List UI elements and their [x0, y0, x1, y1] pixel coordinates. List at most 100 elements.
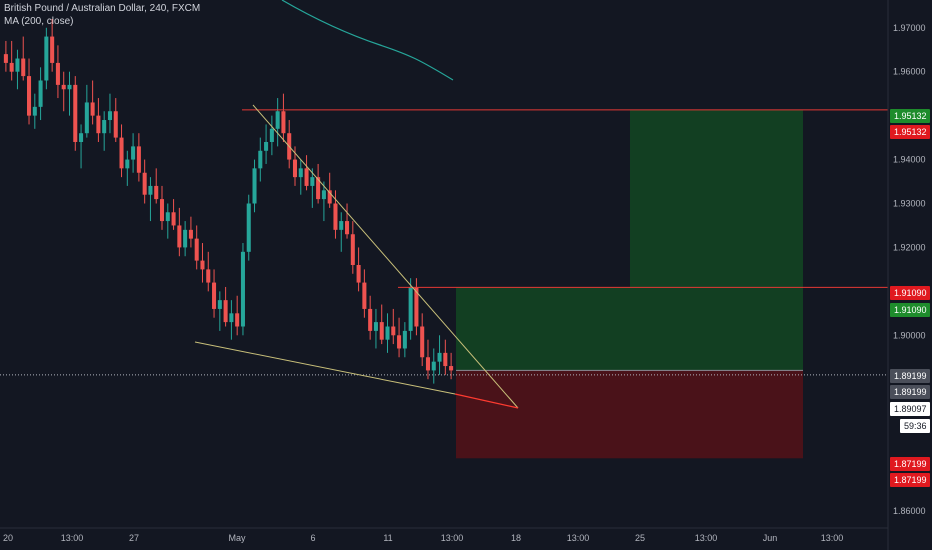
candle-body[interactable]: [177, 225, 182, 248]
profit-zone-extended[interactable]: [630, 109, 803, 288]
price-tick-label: 1.94000: [893, 155, 926, 165]
candle-body[interactable]: [119, 137, 124, 169]
candle-body[interactable]: [373, 322, 378, 331]
candle-body[interactable]: [44, 36, 49, 81]
candle-body[interactable]: [298, 168, 303, 178]
candle-body[interactable]: [414, 286, 419, 327]
candle-body[interactable]: [26, 76, 32, 116]
time-tick-label: 13:00: [821, 533, 844, 543]
candle-body[interactable]: [113, 111, 118, 138]
candle-body[interactable]: [38, 80, 43, 107]
price-badge: [890, 385, 930, 399]
loss-zone[interactable]: [456, 370, 803, 459]
candle-body[interactable]: [183, 229, 188, 248]
candle-body[interactable]: [402, 330, 407, 349]
candle-body[interactable]: [379, 322, 384, 340]
candle-body[interactable]: [125, 159, 130, 169]
candle-body[interactable]: [3, 54, 8, 63]
candle-body[interactable]: [9, 62, 14, 72]
candle-body[interactable]: [252, 168, 257, 204]
indicator-label[interactable]: MA (200, close): [4, 16, 74, 27]
candle-body[interactable]: [159, 199, 165, 222]
candle-body[interactable]: [310, 177, 315, 186]
candle-body[interactable]: [131, 146, 136, 160]
candle-body[interactable]: [79, 133, 84, 142]
time-tick-label: 18: [511, 533, 521, 543]
candle-body[interactable]: [90, 102, 95, 116]
candle-body[interactable]: [50, 36, 55, 63]
candle-body[interactable]: [397, 335, 402, 349]
candle-body[interactable]: [304, 168, 309, 186]
candle-body[interactable]: [281, 111, 286, 134]
price-badge-label: 1.95132: [894, 127, 927, 137]
descending-trendline[interactable]: [252, 104, 519, 409]
position-zones[interactable]: [456, 109, 803, 459]
candle-body[interactable]: [154, 185, 159, 200]
candle-body[interactable]: [368, 308, 373, 331]
candle-body[interactable]: [73, 84, 78, 142]
candles[interactable]: [3, 18, 454, 384]
candle-body[interactable]: [171, 212, 176, 226]
candle-body[interactable]: [67, 84, 72, 90]
candle-body[interactable]: [345, 221, 350, 235]
candle-body[interactable]: [258, 150, 263, 169]
candle-body[interactable]: [246, 203, 251, 252]
time-axis[interactable]: 20 13:00 27 May 6 11 13:00 18 13:00 25 13:00 Jun 13:…: [0, 527, 888, 543]
candle-body[interactable]: [223, 300, 228, 323]
candle-body[interactable]: [264, 141, 269, 151]
candle-body[interactable]: [136, 146, 141, 173]
candle-body[interactable]: [408, 286, 413, 331]
profit-zone[interactable]: [456, 287, 803, 371]
candle-body[interactable]: [61, 84, 66, 90]
candle-body[interactable]: [275, 111, 280, 129]
candle-body[interactable]: [240, 251, 245, 327]
time-tick-label: 27: [129, 533, 139, 543]
candle-body[interactable]: [142, 172, 147, 195]
drawing-lines[interactable]: [0, 104, 888, 409]
candle-body[interactable]: [362, 282, 367, 309]
candle-body[interactable]: [385, 326, 390, 340]
candle-body[interactable]: [148, 185, 153, 195]
candle-body[interactable]: [356, 265, 361, 283]
time-tick-label: 11: [383, 533, 392, 543]
candle-body[interactable]: [425, 357, 431, 371]
candle-body[interactable]: [107, 111, 112, 121]
candle-body[interactable]: [194, 238, 199, 261]
price-badge: [890, 457, 930, 471]
projection-line[interactable]: [454, 393, 519, 409]
candle-body[interactable]: [443, 352, 448, 367]
candle-body[interactable]: [292, 159, 298, 178]
candle-body[interactable]: [316, 177, 321, 200]
candle-body[interactable]: [15, 58, 20, 72]
candle-body[interactable]: [84, 102, 89, 134]
candle-body[interactable]: [437, 352, 442, 362]
candle-body[interactable]: [165, 212, 170, 222]
candle-body[interactable]: [431, 361, 436, 371]
symbol-title[interactable]: British Pound / Australian Dollar, 240, …: [4, 3, 201, 14]
candle-body[interactable]: [449, 366, 454, 371]
candle-body[interactable]: [269, 128, 274, 142]
candle-body[interactable]: [200, 260, 205, 270]
candle-body[interactable]: [339, 221, 344, 230]
support-trendline[interactable]: [194, 341, 456, 395]
candle-body[interactable]: [188, 229, 193, 239]
candle-body[interactable]: [212, 282, 217, 309]
candle-body[interactable]: [55, 62, 60, 85]
candle-body[interactable]: [217, 300, 222, 309]
candle-body[interactable]: [420, 326, 425, 358]
candle-body[interactable]: [102, 120, 107, 134]
candle-body[interactable]: [206, 269, 211, 283]
candle-body[interactable]: [333, 203, 338, 230]
candle-body[interactable]: [235, 313, 240, 327]
price-tick-label: 1.90000: [893, 330, 926, 340]
time-tick-label: 13:00: [61, 533, 84, 543]
candle-body[interactable]: [229, 313, 234, 323]
candle-body[interactable]: [32, 106, 37, 116]
candle-body[interactable]: [350, 234, 355, 265]
candle-body[interactable]: [391, 326, 396, 336]
candle-body[interactable]: [321, 190, 326, 200]
candle-body[interactable]: [96, 115, 101, 134]
candle-body[interactable]: [21, 58, 26, 77]
candle-body[interactable]: [327, 190, 332, 204]
